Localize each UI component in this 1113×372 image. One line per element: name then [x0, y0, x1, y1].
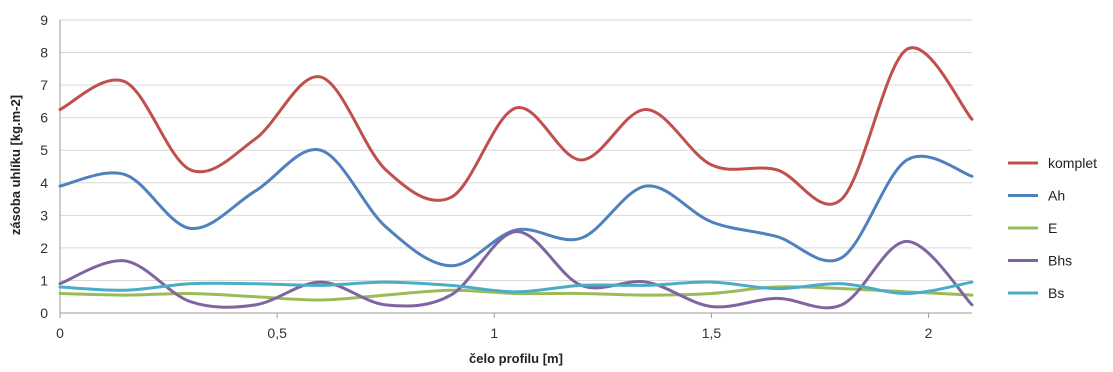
y-tick-label: 5 [40, 142, 48, 158]
axes: 0 1 2 3 4 5 6 7 8 9 0 0,5 1 1,5 2 [40, 12, 972, 341]
x-tick-label: 0,5 [267, 325, 287, 341]
legend-label-bhs: Bhs [1048, 253, 1072, 269]
y-tick-label: 6 [40, 110, 48, 126]
x-tick-label: 2 [925, 325, 933, 341]
legend-label-komplet: komplet [1048, 155, 1097, 171]
series-line-komplet [58, 46, 974, 206]
legend-label-e: E [1048, 220, 1057, 236]
y-axis-title: zásoba uhlíku [kg.m-2] [8, 95, 23, 235]
y-tick-label: 8 [40, 45, 48, 61]
legend-label-ah: Ah [1048, 188, 1065, 204]
y-tick-label: 9 [40, 12, 48, 28]
y-tick-label: 3 [40, 207, 48, 223]
legend-label-bs: Bs [1048, 285, 1064, 301]
x-axis-title: čelo profilu [m] [469, 351, 563, 366]
series-line-e [58, 285, 974, 302]
y-tick-label: 7 [40, 77, 48, 93]
legend: komplet Ah E Bhs Bs [1008, 155, 1097, 301]
x-tick-label: 1 [490, 325, 498, 341]
series-line-bs [58, 280, 974, 295]
series-lines [58, 46, 974, 310]
gridlines [60, 19, 972, 281]
y-tick-label: 4 [40, 175, 48, 191]
y-tick-label: 2 [40, 240, 48, 256]
x-tick-label: 1,5 [702, 325, 722, 341]
x-tick-label: 0 [56, 325, 64, 341]
series-line-ah [58, 148, 974, 268]
y-tick-label: 0 [40, 305, 48, 321]
y-tick-label: 1 [40, 272, 48, 288]
series-line-bhs [58, 230, 974, 310]
